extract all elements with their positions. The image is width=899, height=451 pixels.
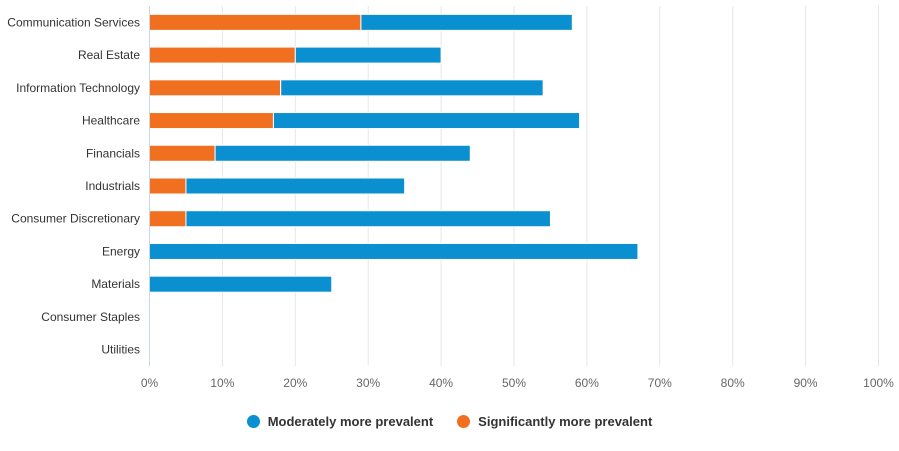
bar-significantly[interactable] bbox=[149, 79, 282, 97]
bar-moderately[interactable] bbox=[294, 46, 442, 64]
legend-dot-moderately bbox=[246, 415, 260, 428]
x-tick-label: 30% bbox=[356, 376, 380, 390]
category-label: Real Estate bbox=[78, 48, 140, 62]
x-tick-label: 60% bbox=[575, 376, 599, 390]
category-labels: Communication Services Real Estate Informa… bbox=[7, 15, 140, 356]
category-label: Consumer Staples bbox=[41, 310, 140, 324]
x-tick-label: 40% bbox=[429, 376, 453, 390]
category-label: Consumer Discretionary bbox=[11, 212, 140, 226]
legend: Moderately more prevalent Significantly … bbox=[0, 414, 899, 429]
x-tick-label: 90% bbox=[794, 376, 818, 390]
bar-moderately[interactable] bbox=[280, 79, 544, 97]
legend-label-moderately: Moderately more prevalent bbox=[267, 414, 434, 429]
bar-significantly[interactable] bbox=[149, 112, 274, 130]
bar-moderately[interactable] bbox=[149, 275, 333, 293]
legend-dot-significantly bbox=[457, 415, 471, 428]
bar-moderately[interactable] bbox=[185, 210, 551, 228]
category-label: Energy bbox=[102, 244, 140, 258]
x-tick-label: 70% bbox=[648, 376, 672, 390]
category-label: Healthcare bbox=[82, 114, 140, 128]
x-tick-label: 20% bbox=[283, 376, 307, 390]
bar-significantly[interactable] bbox=[149, 177, 187, 195]
x-tick-label: 50% bbox=[502, 376, 526, 390]
category-label: Industrials bbox=[85, 179, 140, 193]
x-tick-label: 100% bbox=[863, 376, 894, 390]
category-label: Materials bbox=[91, 277, 140, 291]
legend-item-significantly[interactable]: Significantly more prevalent bbox=[457, 414, 652, 429]
x-tick-label: 80% bbox=[721, 376, 745, 390]
bar-significantly[interactable] bbox=[149, 144, 216, 162]
bar-moderately[interactable] bbox=[272, 112, 581, 130]
bar-moderately[interactable] bbox=[214, 144, 471, 162]
bar-moderately[interactable] bbox=[149, 242, 639, 260]
category-label: Financials bbox=[86, 146, 140, 160]
legend-label-significantly: Significantly more prevalent bbox=[478, 414, 653, 429]
gridlines bbox=[221, 6, 879, 366]
category-label: Information Technology bbox=[16, 81, 140, 95]
x-tick-label: 10% bbox=[210, 376, 234, 390]
category-label: Utilities bbox=[101, 343, 140, 357]
bar-significantly[interactable] bbox=[149, 13, 362, 31]
stacked-bar-chart: Communication Services Real Estate Informa… bbox=[7, 6, 894, 390]
bar-significantly[interactable] bbox=[149, 210, 187, 228]
bar-moderately[interactable] bbox=[185, 177, 406, 195]
bars-group bbox=[149, 13, 639, 293]
x-tick-label: 0% bbox=[141, 376, 159, 390]
bar-moderately[interactable] bbox=[360, 13, 573, 31]
x-tick-labels: 0% 10% 20% 30% 40% 50% 60% 70% 80% 90% 100% bbox=[141, 376, 894, 390]
bar-significantly[interactable] bbox=[149, 46, 296, 64]
legend-item-moderately[interactable]: Moderately more prevalent bbox=[246, 414, 434, 429]
category-label: Communication Services bbox=[7, 15, 140, 29]
